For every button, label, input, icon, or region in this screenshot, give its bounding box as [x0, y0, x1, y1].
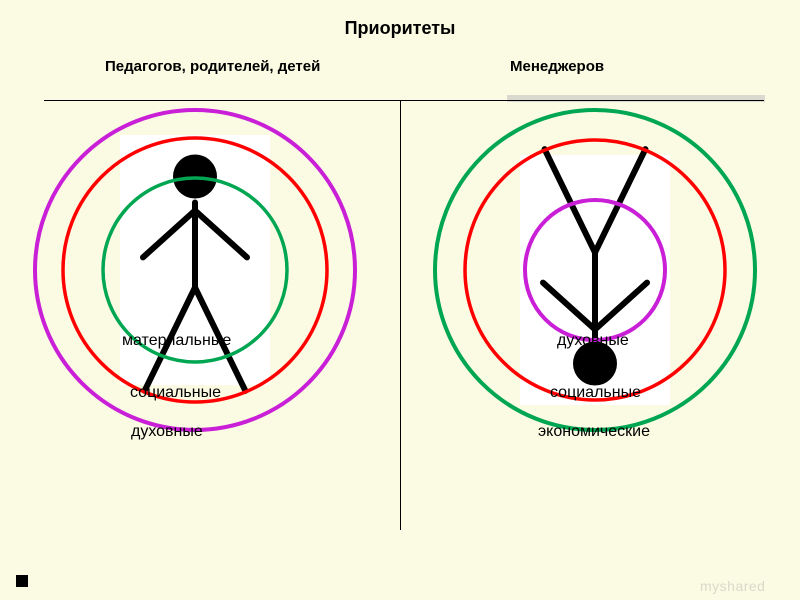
left-subtitle: Педагогов, родителей, детей	[105, 58, 320, 75]
right-subtitle: Менеджеров	[510, 58, 604, 75]
vertical-divider	[400, 100, 401, 530]
left-label-inner: материальные	[122, 332, 231, 350]
watermark: myshared	[700, 578, 765, 594]
corner-bullet-icon	[16, 575, 28, 587]
left-label-middle: социальные	[130, 384, 221, 402]
right-label-inner: духовные	[557, 332, 629, 350]
page-title: Приоритеты	[0, 0, 800, 39]
right-label-middle: социальные	[550, 384, 641, 402]
right-label-outer: экономические	[538, 423, 650, 441]
left-label-outer: духовные	[131, 423, 203, 441]
